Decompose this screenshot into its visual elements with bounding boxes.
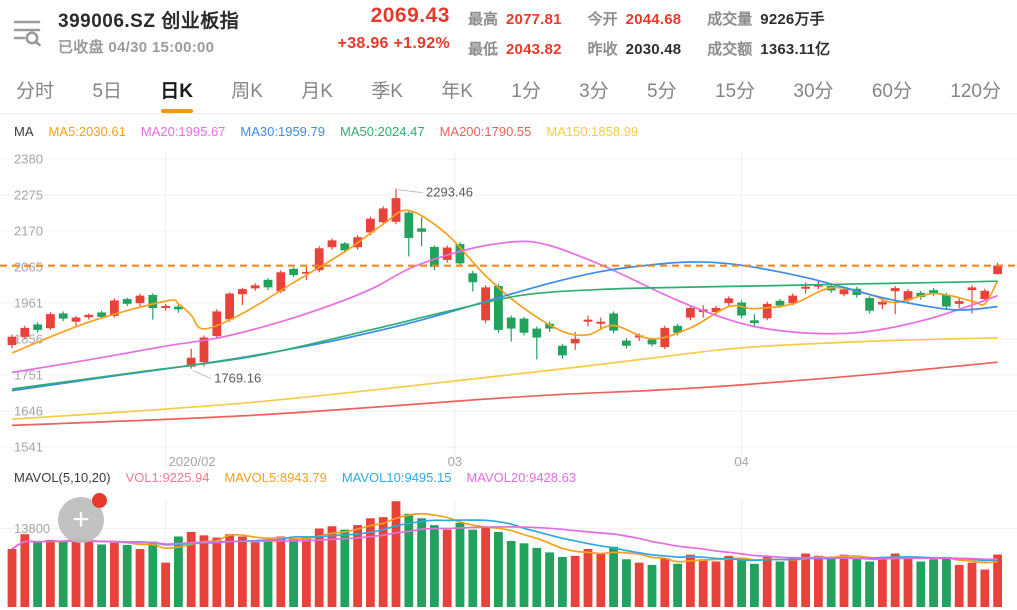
tab-季K[interactable]: 季K — [371, 81, 403, 102]
tab-15分[interactable]: 15分 — [714, 81, 756, 102]
quote-header: 399006.SZ 创业板指 已收盘 04/30 15:00:00 2069.4… — [0, 0, 1017, 68]
legend-item-MA50: MA50:2024.47 — [340, 124, 425, 139]
stat-成交量: 成交量 9226万手 — [707, 11, 825, 28]
line-MA50 — [11, 280, 998, 390]
line-MAVOL20 — [11, 526, 998, 561]
mavol-legend: MAVOL(5,10,20) VOL1:9225.94 MAVOL5:8943.79… — [14, 470, 576, 485]
svg-text:2065: 2065 — [14, 260, 43, 275]
line-MA5 — [11, 209, 999, 354]
legend-item-MAVOL20: MAVOL20:9428.63 — [466, 470, 577, 485]
svg-text:1646: 1646 — [14, 403, 43, 418]
tab-日K[interactable]: 日K — [158, 68, 195, 115]
legend-item-MA200: MA200:1790.55 — [439, 124, 532, 139]
symbol-title: 399006.SZ 创业板指 — [58, 11, 240, 32]
tab-30分[interactable]: 30分 — [793, 81, 834, 102]
ma-prefix: MA — [14, 124, 34, 139]
tab-年K[interactable]: 年K — [441, 81, 473, 102]
last-price: 2069.43 — [370, 4, 450, 27]
legend-item-MA20: MA20:1995.67 — [140, 124, 226, 139]
tab-周K[interactable]: 周K — [231, 81, 263, 102]
stat-最低: 最低 2043.82 — [468, 41, 562, 58]
stats-grid: 最高 2077.81 最低 2043.82 今开 2044.68 昨收 2030.48 成交量 9… — [468, 8, 830, 68]
svg-text:2275: 2275 — [14, 188, 43, 203]
price-change: +38.96 +1.92% — [337, 35, 450, 52]
tab-60分[interactable]: 60分 — [871, 81, 912, 102]
svg-text:2020/02: 2020/02 — [169, 454, 216, 469]
quick-action-button[interactable]: + — [58, 493, 107, 543]
svg-text:04: 04 — [734, 454, 748, 469]
tab-1分[interactable]: 1分 — [511, 81, 541, 102]
chart-area: MA MA5:2030.61 MA20:1995.67 MA30:1959.79 MA5… — [0, 114, 1017, 609]
line-MA20 — [11, 240, 998, 374]
ma-legend: MA MA5:2030.61 MA20:1995.67 MA30:1959.79 MA5… — [14, 124, 638, 139]
tab-分时[interactable]: 分时 — [16, 81, 55, 102]
kline-chart[interactable]: 2380227521702065196118561751164615411380… — [0, 114, 1017, 609]
active-tab-underline — [160, 109, 193, 113]
annotations: 2293.46 1769.16 — [192, 185, 473, 386]
stat-昨收: 昨收 2030.48 — [587, 41, 682, 58]
period-tab-bar: 分时 5日 日K 周K 月K 季K 年K 1分 3分 5分 15分 30分 60分 120分 — [0, 68, 1017, 114]
svg-text:1769.16: 1769.16 — [214, 371, 261, 386]
mavol-lines — [11, 512, 998, 564]
legend-item-MAVOL10: MAVOL10:9495.15 — [341, 470, 452, 485]
mavol-prefix: MAVOL(5,10,20) — [14, 470, 111, 485]
line-MA30 — [11, 261, 998, 392]
svg-text:2170: 2170 — [14, 224, 43, 239]
legend-item-MA150: MA150:1858.99 — [546, 124, 639, 139]
svg-text:03: 03 — [448, 454, 462, 469]
stat-最高: 最高 2077.81 — [468, 11, 562, 28]
line-MA150 — [11, 336, 998, 421]
line-MA200 — [11, 361, 998, 427]
svg-text:1961: 1961 — [14, 295, 43, 310]
ma-lines — [11, 209, 999, 427]
watchlist-search-icon[interactable] — [12, 18, 42, 46]
svg-text:2293.46: 2293.46 — [426, 185, 473, 200]
plus-icon: + — [72, 503, 90, 536]
legend-item-MAVOL5: MAVOL5:8943.79 — [224, 470, 327, 485]
legend-item-VOL1: VOL1:9225.94 — [125, 470, 210, 485]
legend-item-MA30: MA30:1959.79 — [240, 124, 325, 139]
volume-pane — [7, 501, 1002, 607]
notification-dot — [92, 493, 107, 508]
market-status: 已收盘 04/30 15:00:00 — [58, 39, 215, 56]
svg-text:1541: 1541 — [14, 440, 43, 455]
tab-5分[interactable]: 5分 — [647, 81, 677, 102]
legend-item-MA5: MA5:2030.61 — [48, 124, 126, 139]
svg-text:2380: 2380 — [14, 152, 43, 167]
tab-月K[interactable]: 月K — [301, 81, 333, 102]
tab-120分[interactable]: 120分 — [950, 81, 1001, 102]
tab-3分[interactable]: 3分 — [579, 81, 609, 102]
tab-5日[interactable]: 5日 — [92, 81, 122, 102]
gridlines: 2380227521702065196118561751164615411380… — [0, 151, 1017, 607]
svg-text:13800: 13800 — [14, 521, 50, 536]
stat-成交额: 成交额 1363.11亿 — [707, 41, 831, 58]
line-MAVOL5 — [11, 512, 998, 564]
stat-今开: 今开 2044.68 — [587, 11, 682, 28]
